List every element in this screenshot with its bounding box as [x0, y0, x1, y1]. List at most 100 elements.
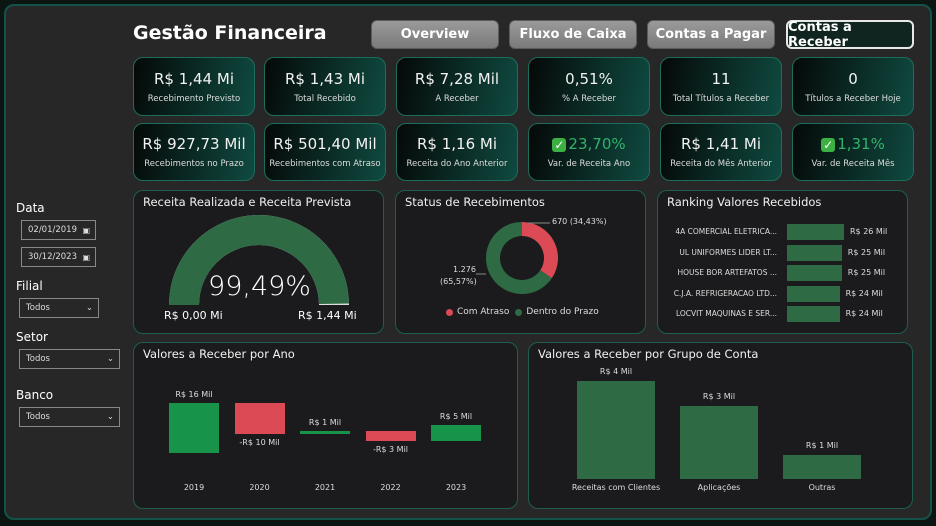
donut-label-prazo-count: 1.276: [453, 265, 476, 274]
ranking-panel: Ranking Valores Recebidos 4A COMERCIAL E…: [657, 190, 908, 334]
legend-dot-green: [515, 308, 523, 316]
donut-slice[interactable]: [486, 222, 552, 294]
calendar-icon[interactable]: ▣: [82, 252, 90, 262]
group-bar[interactable]: [680, 405, 758, 479]
kpi-value: R$ 1,44 Mi: [154, 70, 234, 88]
kpi-card: R$ 7,28 Mil A Receber: [396, 57, 518, 116]
x-tick: Outras: [808, 483, 836, 492]
kpi-label: Var. de Receita Ano: [547, 159, 631, 169]
kpi-value: 0: [848, 70, 858, 88]
status-panel: Status de Recebimentos 670 (34,43%) 1.27…: [395, 190, 646, 334]
group-bar[interactable]: [783, 454, 861, 479]
gauge-max: R$ 1,44 Mi: [298, 309, 357, 322]
gauge-fill: [169, 214, 349, 305]
ranking-label: 4A COMERCIAL ELETRICA...: [675, 227, 777, 236]
date-end-value: 30/12/2023: [28, 252, 77, 262]
filial-dropdown[interactable]: Todos ⌄: [19, 298, 99, 318]
ranking-bar[interactable]: [787, 224, 844, 240]
waterfall-label: -R$ 10 Mil: [239, 438, 280, 448]
group-bar[interactable]: [577, 381, 655, 479]
setor-value: Todos: [26, 354, 50, 364]
waterfall-bar[interactable]: [234, 403, 285, 435]
chevron-down-icon: ⌄: [106, 412, 114, 422]
kpi-value-text: R$ 1,43 Mi: [284, 69, 365, 88]
kpi-card: R$ 1,16 Mi Receita do Ano Anterior: [396, 123, 518, 181]
setor-label: Setor: [16, 330, 48, 344]
donut-label-prazo-pct: (65,57%): [440, 277, 477, 286]
waterfall-bar[interactable]: [169, 403, 219, 453]
ranking-label: HOUSE BOR ARTEFATOS ...: [677, 268, 778, 277]
kpi-label: Receita do Ano Anterior: [406, 159, 508, 169]
kpi-value-text: R$ 1,41 Mi: [680, 135, 761, 153]
waterfall-bar[interactable]: [431, 425, 481, 441]
check-mark-icon: ✓: [552, 138, 567, 152]
calendar-icon[interactable]: ▣: [82, 225, 90, 235]
date-end-input[interactable]: 30/12/2023 ▣: [21, 247, 96, 267]
kpi-value-text: 0,51%: [565, 69, 613, 88]
kpi-value-text: R$ 1,44 Mi: [153, 69, 234, 88]
gauge-panel: Receita Realizada e Receita Prevista 99,…: [133, 190, 384, 334]
gauge-min: R$ 0,00 Mi: [164, 309, 223, 322]
kpi-label: % A Receber: [561, 93, 617, 104]
kpi-card: ✓ 23,70% Var. de Receita Ano: [528, 123, 650, 181]
grupo-panel: Valores a Receber por Grupo de Conta R$ …: [528, 342, 913, 509]
date-start-input[interactable]: 02/01/2019 ▣: [21, 220, 96, 240]
kpi-value-text: R$ 1,16 Mi: [416, 135, 497, 153]
group-label: R$ 3 Mil: [702, 391, 736, 401]
tab-fluxo-de-caixa[interactable]: Fluxo de Caixa: [509, 20, 637, 49]
kpi-value: R$ 501,40 Mil: [273, 135, 376, 153]
kpi-value: 0,51%: [565, 70, 613, 88]
kpi-label: Recebimentos com Atraso: [269, 159, 381, 169]
kpi-value: R$ 1,43 Mi: [285, 70, 365, 88]
ranking-value: R$ 24 Mil: [845, 288, 883, 298]
ranking-value: R$ 25 Mil: [847, 247, 886, 257]
group-label: R$ 4 Mil: [599, 367, 633, 376]
kpi-card: R$ 1,43 Mi Total Recebido: [264, 57, 386, 116]
setor-dropdown[interactable]: Todos ⌄: [19, 349, 120, 369]
waterfall-bar[interactable]: [365, 431, 416, 441]
tab-contas-a-pagar[interactable]: Contas a Pagar: [647, 20, 775, 49]
legend-dot-red: [446, 308, 453, 316]
x-tick: 2019: [183, 483, 205, 492]
gauge-chart: [169, 214, 349, 305]
kpi-card: R$ 1,41 Mi Receita do Mês Anterior: [660, 123, 782, 181]
donut-chart: [476, 222, 558, 294]
waterfall-bar[interactable]: [300, 431, 350, 435]
kpi-value: ✓ 1,31%: [821, 135, 885, 153]
ranking-value: R$ 25 Mil: [847, 268, 886, 277]
banco-dropdown[interactable]: Todos ⌄: [19, 407, 120, 427]
ranking-title: Ranking Valores Recebidos: [667, 195, 822, 209]
date-start-value: 02/01/2019: [28, 225, 77, 235]
chevron-down-icon: ⌄: [106, 354, 114, 364]
legend-com-atraso: Com Atraso: [457, 307, 510, 317]
ranking-bar[interactable]: [787, 244, 842, 261]
grupo-title: Valores a Receber por Grupo de Conta: [538, 347, 759, 361]
date-label: Data: [16, 201, 45, 215]
gauge-value: 99,49%: [208, 271, 311, 302]
x-tick: 2022: [380, 483, 401, 492]
kpi-value: R$ 927,73 Mil: [142, 135, 245, 153]
kpi-value: R$ 7,28 Mil: [415, 70, 499, 88]
ano-panel: Valores a Receber por Ano R$ 16 Mil 2019 -…: [133, 342, 518, 509]
kpi-value-text: R$ 501,40 Mil: [273, 135, 377, 153]
kpi-value-text: 0: [848, 69, 858, 88]
kpi-card: R$ 1,44 Mi Recebimento Previsto: [133, 57, 255, 116]
ranking-bar[interactable]: [787, 265, 842, 281]
ranking-bar[interactable]: [787, 285, 840, 302]
ranking-label: LOCVIT MAQUINAS E SER...: [675, 309, 777, 318]
kpi-label: Total Recebido: [294, 93, 356, 104]
gauge-title: Receita Realizada e Receita Prevista: [143, 195, 352, 209]
kpi-value: R$ 1,41 Mi: [681, 135, 761, 153]
tab-overview[interactable]: Overview: [371, 20, 499, 49]
ranking-label: C.J.A. REFRIGERACAO LTD...: [673, 288, 777, 298]
kpi-card: 11 Total Títulos a Receber: [660, 57, 782, 116]
tab-contas-a-receber[interactable]: Contas a Receber: [786, 20, 914, 50]
donut-slice[interactable]: [522, 222, 558, 279]
ranking-bar[interactable]: [787, 306, 840, 322]
kpi-value: R$ 1,16 Mi: [417, 135, 497, 153]
x-tick: Aplicações: [697, 483, 741, 492]
kpi-card: R$ 927,73 Mil Recebimentos no Prazo: [133, 123, 255, 181]
banco-label: Banco: [16, 388, 54, 402]
ranking-label: UL UNIFORMES LIDER LT...: [679, 247, 777, 257]
kpi-value-text: R$ 7,28 Mil: [414, 69, 500, 88]
